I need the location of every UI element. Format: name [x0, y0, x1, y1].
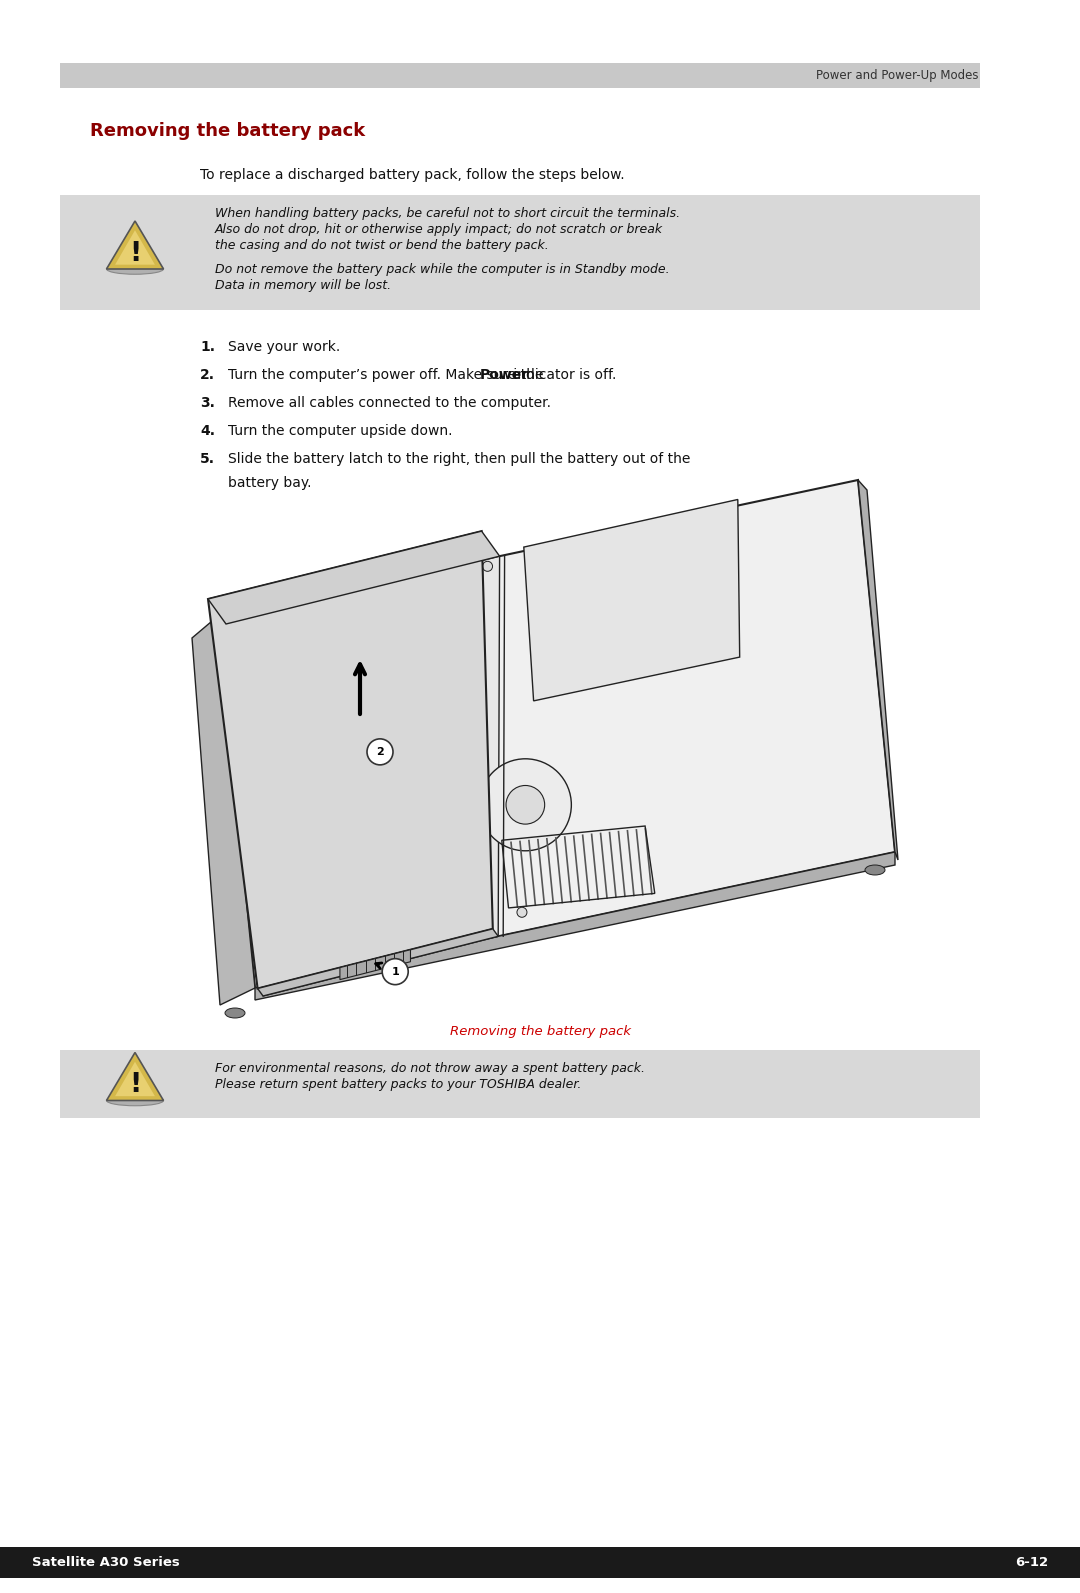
Ellipse shape	[225, 1008, 245, 1018]
Text: Also do not drop, hit or otherwise apply impact; do not scratch or break: Also do not drop, hit or otherwise apply…	[215, 223, 663, 236]
Polygon shape	[116, 1063, 154, 1096]
Polygon shape	[192, 616, 255, 1005]
Circle shape	[382, 959, 408, 984]
Text: 4.: 4.	[200, 424, 215, 438]
Circle shape	[338, 733, 462, 857]
Circle shape	[367, 739, 393, 765]
Polygon shape	[858, 479, 897, 860]
Text: To replace a discharged battery pack, follow the steps below.: To replace a discharged battery pack, fo…	[200, 167, 624, 182]
Text: 1.: 1.	[200, 339, 215, 354]
Text: 5.: 5.	[200, 452, 215, 467]
Text: Remove all cables connected to the computer.: Remove all cables connected to the compu…	[228, 397, 551, 409]
Ellipse shape	[107, 1096, 163, 1106]
Circle shape	[507, 785, 544, 824]
Text: !: !	[129, 1072, 141, 1099]
Circle shape	[373, 766, 429, 822]
Text: the casing and do not twist or bend the battery pack.: the casing and do not twist or bend the …	[215, 239, 549, 252]
Text: Turn the computer upside down.: Turn the computer upside down.	[228, 424, 453, 438]
Text: 3.: 3.	[200, 397, 215, 409]
Text: Power: Power	[480, 368, 529, 382]
Circle shape	[228, 628, 238, 637]
Polygon shape	[218, 479, 895, 988]
Text: Save your work.: Save your work.	[228, 339, 340, 354]
Text: When handling battery packs, be careful not to short circuit the terminals.: When handling battery packs, be careful …	[215, 207, 680, 220]
Polygon shape	[255, 852, 895, 1000]
Polygon shape	[258, 929, 498, 996]
Text: Removing the battery pack: Removing the battery pack	[449, 1024, 631, 1039]
Text: battery bay.: battery bay.	[228, 476, 311, 489]
Ellipse shape	[107, 264, 163, 274]
Bar	[60, 64, 980, 88]
Text: 6-12: 6-12	[1015, 1556, 1048, 1569]
Polygon shape	[226, 556, 500, 996]
Circle shape	[480, 758, 571, 851]
Ellipse shape	[865, 865, 885, 875]
Text: Please return spent battery packs to your TOSHIBA dealer.: Please return spent battery packs to you…	[215, 1078, 581, 1091]
Text: Removing the battery pack: Removing the battery pack	[90, 123, 365, 140]
Text: indicator is off.: indicator is off.	[509, 368, 617, 382]
Text: 2: 2	[376, 747, 383, 757]
Circle shape	[483, 561, 492, 572]
Circle shape	[261, 962, 271, 972]
Text: Satellite A30 Series: Satellite A30 Series	[32, 1556, 179, 1569]
Polygon shape	[340, 949, 410, 980]
Text: Turn the computer’s power off. Make sure the: Turn the computer’s power off. Make sure…	[228, 368, 548, 382]
Polygon shape	[107, 1053, 163, 1101]
Polygon shape	[524, 500, 740, 701]
Text: Slide the battery latch to the right, then pull the battery out of the: Slide the battery latch to the right, th…	[228, 452, 690, 467]
Polygon shape	[208, 530, 500, 624]
Bar	[60, 194, 980, 311]
Polygon shape	[208, 530, 492, 989]
Circle shape	[517, 908, 527, 918]
Polygon shape	[107, 221, 163, 269]
Bar	[60, 1050, 980, 1118]
Text: 2.: 2.	[200, 368, 215, 382]
Text: Data in memory will be lost.: Data in memory will be lost.	[215, 279, 391, 292]
Text: Do not remove the battery pack while the computer is in Standby mode.: Do not remove the battery pack while the…	[215, 263, 670, 276]
Polygon shape	[116, 231, 154, 264]
Text: Power and Power-Up Modes: Power and Power-Up Modes	[815, 68, 978, 81]
Text: For environmental reasons, do not throw away a spent battery pack.: For environmental reasons, do not throw …	[215, 1063, 645, 1075]
Text: 1: 1	[391, 967, 400, 977]
Bar	[0, 1547, 1080, 1579]
Text: !: !	[129, 241, 141, 268]
